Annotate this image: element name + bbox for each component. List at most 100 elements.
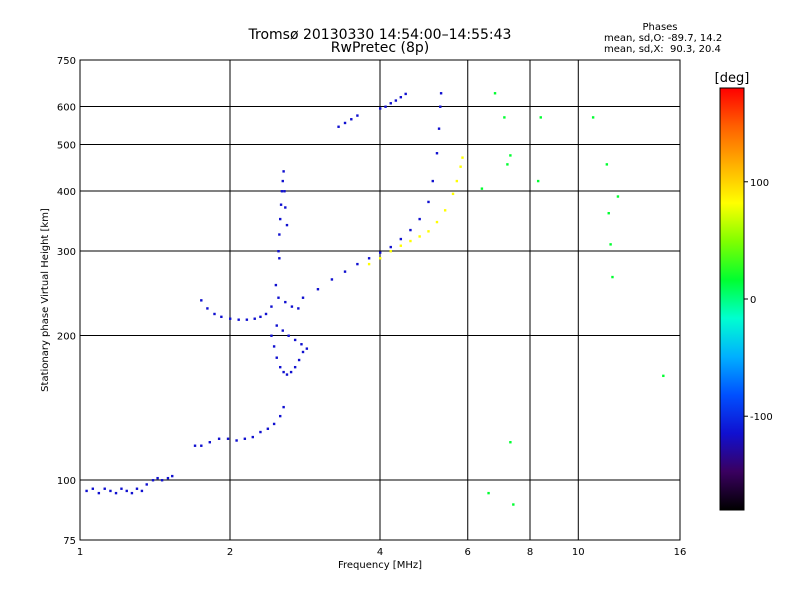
data-point bbox=[266, 427, 270, 430]
y-tick-label: 200 bbox=[57, 332, 76, 343]
data-point bbox=[171, 474, 174, 478]
y-tick-label: 750 bbox=[57, 56, 76, 67]
data-point bbox=[275, 356, 278, 359]
data-point bbox=[506, 163, 509, 166]
data-point bbox=[285, 373, 289, 376]
data-point bbox=[394, 99, 398, 102]
x-tick-label: 10 bbox=[572, 547, 585, 558]
data-point bbox=[367, 257, 371, 260]
x-tick-label: 2 bbox=[227, 547, 233, 558]
data-point bbox=[272, 345, 276, 348]
data-point bbox=[166, 476, 170, 480]
data-point bbox=[270, 334, 273, 337]
data-point bbox=[399, 96, 403, 99]
data-point bbox=[130, 491, 134, 495]
data-point bbox=[278, 257, 281, 260]
y-tick-label: 500 bbox=[57, 141, 76, 152]
data-point bbox=[493, 92, 497, 95]
data-point bbox=[140, 489, 144, 493]
data-point bbox=[539, 116, 542, 119]
data-point bbox=[278, 233, 281, 236]
x-tick-label: 4 bbox=[377, 547, 383, 558]
data-point bbox=[427, 200, 430, 204]
data-point bbox=[287, 334, 290, 337]
data-point bbox=[443, 209, 447, 212]
data-point bbox=[200, 444, 203, 447]
data-point bbox=[251, 435, 254, 439]
data-point bbox=[135, 487, 139, 490]
data-point bbox=[279, 217, 282, 221]
data-point bbox=[611, 275, 614, 279]
y-tick-label: 100 bbox=[57, 476, 76, 487]
data-point bbox=[114, 491, 118, 495]
data-point bbox=[297, 358, 301, 362]
colorbar-tick-label: 100 bbox=[750, 178, 769, 189]
data-point bbox=[367, 262, 371, 266]
data-point bbox=[356, 262, 359, 266]
data-point bbox=[85, 489, 88, 493]
data-point bbox=[300, 343, 303, 346]
colorbar-ticks: 100 0 -100 bbox=[744, 178, 773, 423]
data-point bbox=[206, 307, 209, 310]
data-point bbox=[200, 299, 203, 302]
data-point bbox=[282, 405, 285, 409]
data-point bbox=[281, 329, 284, 332]
data-point bbox=[418, 217, 421, 221]
grid-lines bbox=[80, 60, 680, 540]
data-point bbox=[512, 503, 515, 506]
data-point bbox=[290, 305, 294, 308]
data-point bbox=[399, 237, 403, 241]
data-point bbox=[156, 476, 159, 480]
data-point bbox=[125, 489, 128, 493]
data-point bbox=[431, 179, 434, 183]
data-point bbox=[305, 347, 309, 350]
data-point bbox=[662, 374, 665, 378]
data-point bbox=[279, 414, 282, 418]
data-point bbox=[509, 441, 512, 444]
data-point bbox=[289, 370, 293, 374]
data-point bbox=[343, 121, 347, 125]
data-point bbox=[356, 114, 359, 117]
data-point bbox=[279, 203, 283, 206]
data-point bbox=[409, 239, 412, 243]
data-point bbox=[283, 190, 286, 193]
data-point bbox=[243, 437, 247, 440]
data-point bbox=[316, 288, 320, 291]
data-point bbox=[427, 230, 430, 233]
data-point bbox=[279, 365, 282, 369]
data-point bbox=[297, 307, 300, 310]
data-point bbox=[389, 250, 392, 253]
data-point bbox=[609, 243, 612, 246]
data-point bbox=[229, 317, 232, 320]
phase-stats-heading: Phases bbox=[642, 22, 678, 33]
data-point bbox=[379, 257, 382, 260]
data-point bbox=[109, 489, 112, 493]
data-point bbox=[120, 487, 123, 490]
data-point bbox=[277, 296, 280, 299]
data-point bbox=[213, 312, 216, 316]
data-point bbox=[259, 315, 262, 319]
data-point bbox=[461, 156, 464, 159]
data-point bbox=[145, 483, 148, 486]
data-point bbox=[293, 338, 297, 342]
x-axis-label: Frequency [MHz] bbox=[338, 560, 422, 571]
data-point bbox=[193, 444, 197, 447]
data-point bbox=[217, 437, 221, 440]
data-point bbox=[274, 283, 278, 287]
data-point bbox=[245, 318, 249, 321]
data-point bbox=[607, 212, 610, 215]
x-tick-label: 8 bbox=[527, 547, 533, 558]
data-point bbox=[220, 315, 223, 319]
data-point bbox=[284, 206, 287, 209]
data-point bbox=[235, 439, 238, 442]
data-point bbox=[439, 92, 443, 95]
data-point bbox=[616, 195, 620, 198]
colorbar-tick-label: 0 bbox=[750, 295, 756, 306]
data-point bbox=[399, 244, 403, 247]
y-tick-label: 300 bbox=[57, 247, 76, 258]
data-point bbox=[384, 105, 387, 108]
data-point bbox=[439, 105, 442, 108]
data-point bbox=[379, 107, 382, 110]
data-point bbox=[253, 317, 256, 320]
data-point bbox=[389, 102, 392, 105]
